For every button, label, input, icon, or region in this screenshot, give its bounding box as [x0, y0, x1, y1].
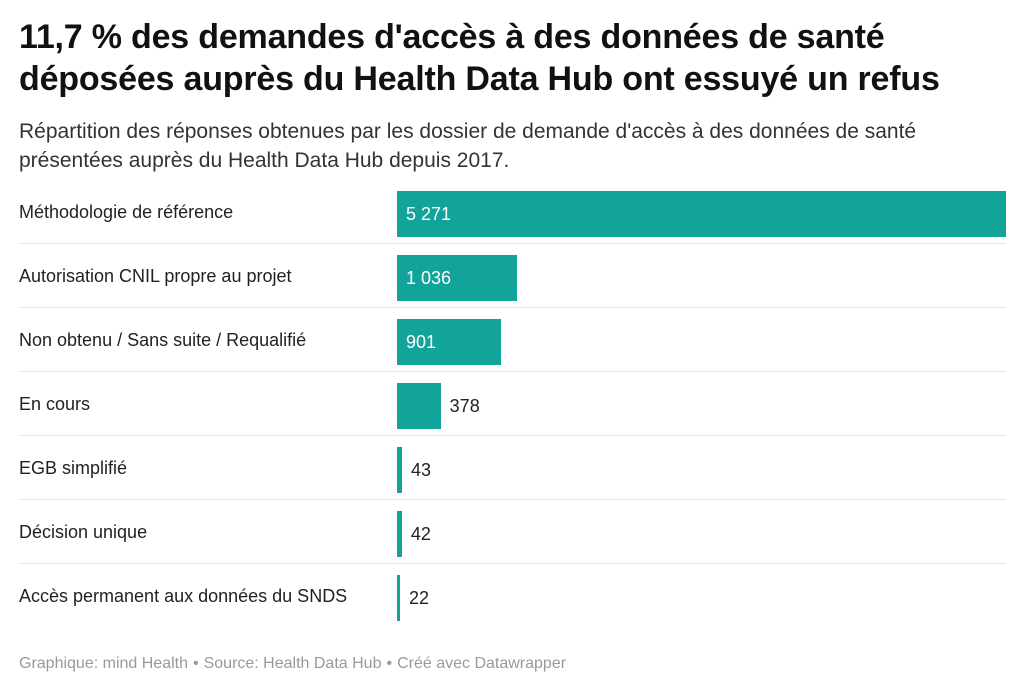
footer-source: Source: Health Data Hub	[203, 655, 382, 672]
bar-row: En cours 378	[19, 372, 1006, 436]
category-label: EGB simplifié	[19, 458, 128, 478]
bar	[397, 319, 502, 365]
row-divider	[19, 563, 1006, 564]
value-label: 5 271	[406, 204, 452, 224]
value-label: 901	[406, 332, 437, 352]
category-label: En cours	[19, 394, 91, 414]
bar	[397, 191, 1006, 237]
bar-row: Méthodologie de référence 5 271	[19, 180, 1006, 244]
category-label: Méthodologie de référence	[19, 202, 234, 222]
row-divider	[19, 243, 1006, 244]
value-label: 43	[410, 460, 431, 480]
footer-graphic-credit: Graphique: mind Health	[19, 655, 188, 672]
footer-datawrapper-credit: Créé avec Datawrapper	[397, 655, 567, 672]
bar	[397, 511, 402, 557]
category-label: Non obtenu / Sans suite / Requalifié	[19, 330, 307, 350]
value-label: 22	[409, 588, 430, 608]
bar-row: Non obtenu / Sans suite / Requalifié 901	[19, 308, 1006, 372]
chart-title: 11,7 % des demandes d'accès à des donnée…	[19, 18, 940, 98]
bar	[397, 575, 400, 621]
chart-footer: Graphique: mind Health • Source: Health Da…	[19, 655, 566, 673]
bar	[397, 383, 441, 429]
category-label: Autorisation CNIL propre au projet	[19, 266, 292, 286]
row-divider	[19, 499, 1006, 500]
value-label: 1 036	[406, 268, 452, 288]
category-label: Accès permanent aux données du SNDS	[19, 586, 348, 606]
category-label: Décision unique	[19, 522, 148, 542]
bar-row: Autorisation CNIL propre au projet 1 036	[19, 244, 1006, 308]
bar-row: Décision unique 42	[19, 500, 1006, 564]
bar-row: EGB simplifié 43	[19, 436, 1006, 500]
row-divider	[19, 371, 1006, 372]
bar-chart: Méthodologie de référence 5 271 Autorisati…	[0, 180, 1024, 630]
chart-subtitle: Répartition des réponses obtenues par le…	[19, 120, 917, 172]
value-label: 378	[449, 396, 480, 416]
footer-separator: •	[386, 655, 393, 672]
bar-row: Accès permanent aux données du SNDS 22	[19, 564, 1006, 628]
bar	[397, 255, 517, 301]
footer-separator: •	[192, 655, 199, 672]
value-label: 42	[410, 524, 431, 544]
bar	[397, 447, 402, 493]
row-divider	[19, 435, 1006, 436]
row-divider	[19, 307, 1006, 308]
